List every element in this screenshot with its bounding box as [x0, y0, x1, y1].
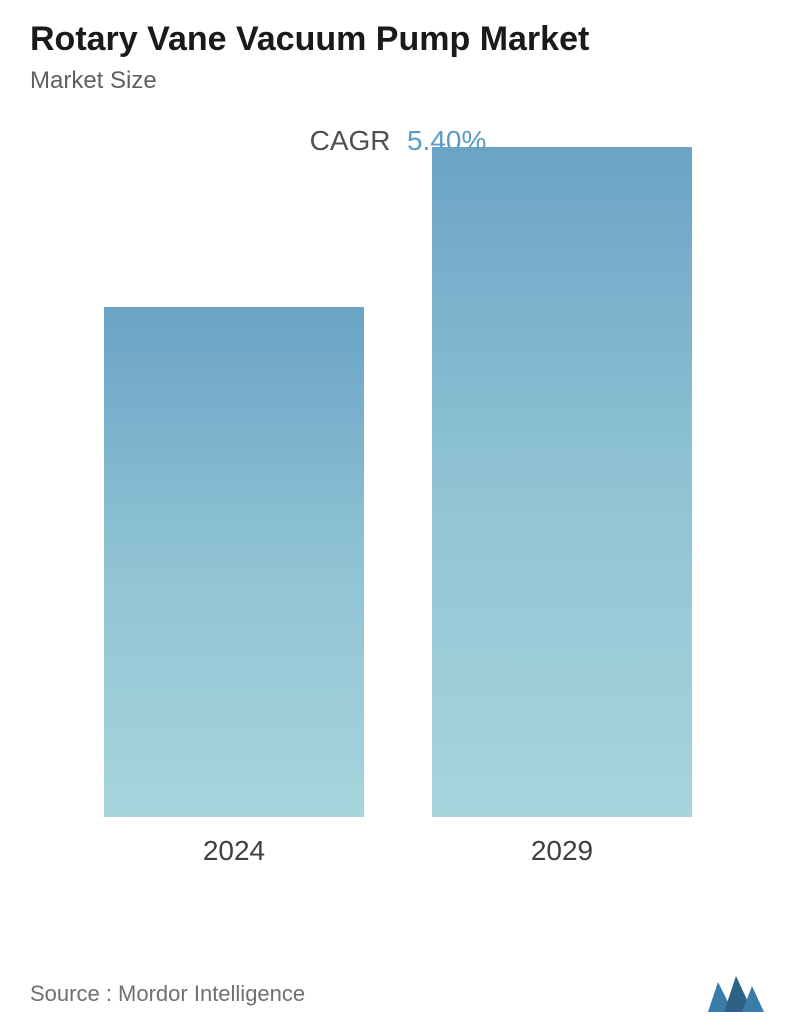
bar-chart: 2024 2029	[30, 197, 766, 917]
bar-group-2029: 2029	[432, 147, 692, 867]
bar-2024	[104, 307, 364, 817]
mordor-logo-icon	[706, 974, 766, 1014]
source-text: Source : Mordor Intelligence	[30, 981, 305, 1007]
page-subtitle: Market Size	[30, 67, 766, 95]
footer: Source : Mordor Intelligence	[30, 974, 766, 1014]
bar-label-2029: 2029	[531, 835, 593, 867]
cagr-label: CAGR	[310, 125, 391, 156]
page-title: Rotary Vane Vacuum Pump Market	[30, 20, 766, 59]
bar-2029	[432, 147, 692, 817]
bar-label-2024: 2024	[203, 835, 265, 867]
bar-group-2024: 2024	[104, 307, 364, 867]
